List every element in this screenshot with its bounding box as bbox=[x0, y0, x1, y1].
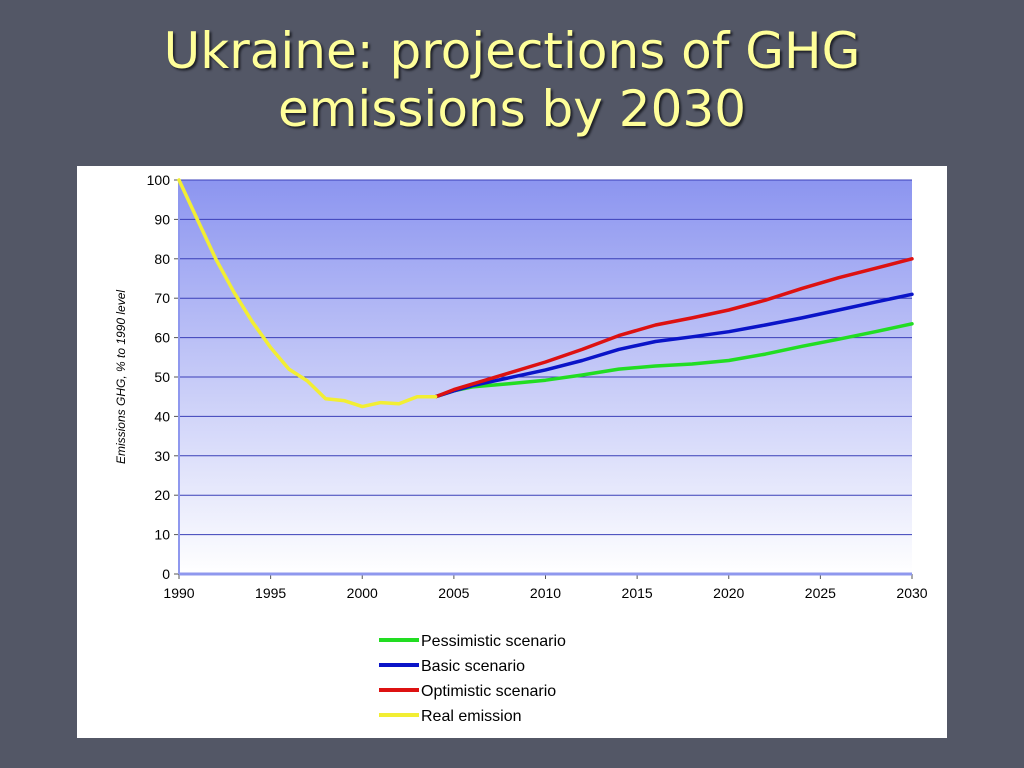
y-tick-label: 10 bbox=[154, 527, 170, 543]
series-line-pessimistic-scenario bbox=[433, 322, 914, 399]
legend: Pessimistic scenario Basic scenario Optimi… bbox=[379, 633, 566, 725]
x-tick-label: 2025 bbox=[805, 585, 836, 601]
y-tick-label: 30 bbox=[154, 448, 170, 464]
y-tick-label: 20 bbox=[154, 487, 170, 503]
series-line-basic-scenario bbox=[433, 292, 914, 399]
y-tick-label: 70 bbox=[154, 290, 170, 306]
y-tick-label: 50 bbox=[154, 369, 170, 385]
y-tick-label: 0 bbox=[162, 566, 170, 582]
series-line-optimistic-scenario bbox=[433, 257, 914, 399]
x-tick-label: 2000 bbox=[347, 585, 378, 601]
slide-title-line-2: emissions by 2030 bbox=[277, 80, 747, 138]
legend-label: Basic scenario bbox=[421, 658, 525, 675]
y-tick-label: 90 bbox=[154, 211, 170, 227]
slide-title-line-1: Ukraine: projections of GHG bbox=[163, 22, 861, 80]
x-tick-label: 2005 bbox=[438, 585, 469, 601]
y-tick-label: 40 bbox=[154, 408, 170, 424]
x-tick-label: 2020 bbox=[713, 585, 744, 601]
y-tick-label: 60 bbox=[154, 330, 170, 346]
legend-label: Pessimistic scenario bbox=[421, 633, 566, 650]
x-tick-label: 1990 bbox=[163, 585, 194, 601]
x-tick-label: 2010 bbox=[530, 585, 561, 601]
chart-panel: 0 10 20 30 40 50 60 70 80 90 100 1990 1995 2000 2005 20… bbox=[77, 166, 947, 738]
gridlines bbox=[179, 179, 912, 536]
x-tick-label: 1995 bbox=[255, 585, 286, 601]
series-line-real-emission bbox=[177, 178, 438, 409]
legend-label: Real emission bbox=[421, 708, 521, 725]
axes bbox=[174, 179, 913, 579]
x-tick-label: 2030 bbox=[896, 585, 927, 601]
y-tick-label: 100 bbox=[147, 172, 171, 188]
slide-title: Ukraine: projections of GHG emissions by… bbox=[0, 22, 1024, 138]
legend-label: Optimistic scenario bbox=[421, 683, 556, 700]
y-axis-title: Emissions GHG, % to 1990 level bbox=[114, 290, 128, 464]
y-tick-label: 80 bbox=[154, 251, 170, 267]
x-tick-label: 2015 bbox=[622, 585, 653, 601]
series-lines bbox=[177, 178, 914, 409]
